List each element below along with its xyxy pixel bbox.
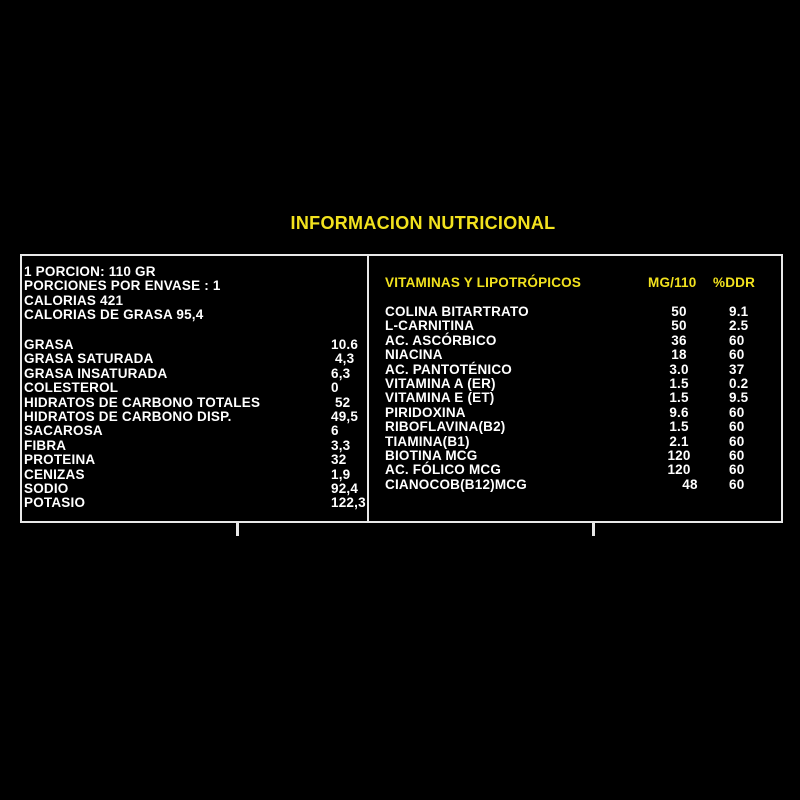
serving-line: 1 PORCION: 110 GR (24, 264, 156, 279)
nutrient-value: 122,3 (331, 495, 366, 511)
serving-line: PORCIONES POR ENVASE : 1 (24, 278, 221, 294)
vitamin-mg: 50 (671, 304, 687, 319)
nutrient-name: HIDRATOS DE CARBONO TOTALES (24, 394, 261, 410)
vitamin-name: VITAMINA E (ET) (385, 390, 495, 406)
vitamin-ddr: 0.2 (729, 376, 749, 391)
vitamin-mg: 2.1 (669, 433, 689, 449)
vitamin-name: CIANOCOB(B12)MCG (385, 476, 527, 492)
vitamin-mg: 18 (671, 347, 687, 363)
vitamin-name: NIACINA (385, 347, 443, 363)
vitamin-ddr: 60 (729, 419, 745, 435)
nutrient-value: 52 (331, 394, 351, 410)
vitamin-ddr: 60 (729, 448, 745, 463)
vitamin-mg: 1.5 (669, 376, 689, 391)
vitamin-mg: 50 (671, 318, 687, 334)
nutrient-name: CENIZAS (24, 466, 85, 482)
vitamin-mg: 3.0 (669, 361, 689, 377)
vitamin-ddr: 9.5 (729, 390, 749, 406)
vitamin-mg: 120 (667, 448, 691, 463)
box-top-border (20, 254, 783, 256)
vitamin-name: AC. FÓLICO MCG (385, 462, 502, 478)
nutrient-name: SACAROSA (24, 423, 103, 439)
nutrient-name: COLESTEROL (24, 380, 119, 396)
serving-line: CALORIAS 421 (24, 292, 124, 308)
vitamin-name: TIAMINA(B1) (385, 433, 470, 449)
box-divider (367, 254, 369, 523)
nutrient-name: GRASA (24, 337, 74, 352)
page-title: INFORMACION NUTRICIONAL (290, 213, 556, 233)
vitamin-name: PIRIDOXINA (385, 404, 466, 420)
serving-line: CALORIAS DE GRASA 95,4 (24, 307, 204, 323)
vitamin-header-name: VITAMINAS Y LIPOTRÓPICOS (385, 275, 582, 290)
nutrient-value: 6 (331, 423, 339, 439)
vitamin-ddr: 60 (729, 433, 745, 449)
nutrient-value: 10.6 (331, 337, 359, 352)
vitamin-header-mg: MG/110 (648, 275, 697, 290)
vitamin-mg: 48 (682, 476, 698, 492)
vitamin-mg: 1.5 (669, 390, 689, 406)
vitamin-header-ddr: %DDR (713, 275, 756, 290)
vitamin-name: COLINA BITARTRATO (385, 304, 529, 319)
nutrient-name: SODIO (24, 481, 69, 496)
nutrient-name: POTASIO (24, 495, 86, 511)
nutrient-name: HIDRATOS DE CARBONO DISP. (24, 409, 232, 424)
left-tick (236, 521, 239, 536)
vitamin-name: VITAMINA A (ER) (385, 376, 496, 391)
vitamin-ddr: 9.1 (729, 304, 749, 319)
nutrient-name: GRASA INSATURADA (24, 365, 168, 381)
vitamin-ddr: 60 (729, 476, 745, 492)
box-right-border (781, 254, 783, 523)
vitamin-mg: 1.5 (669, 419, 689, 435)
vitamin-name: BIOTINA MCG (385, 448, 478, 463)
vitamin-name: RIBOFLAVINA(B2) (385, 419, 506, 435)
nutrient-name: GRASA SATURADA (24, 351, 154, 367)
right-tick (592, 521, 595, 536)
vitamin-ddr: 60 (729, 462, 745, 478)
nutrient-value: 49,5 (331, 409, 359, 424)
nutrient-name: FIBRA (24, 437, 67, 453)
nutrient-value: 6,3 (331, 365, 351, 381)
nutrient-value: 1,9 (331, 466, 351, 482)
vitamin-mg: 120 (667, 462, 691, 478)
vitamin-mg: 9.6 (669, 404, 689, 420)
vitamin-mg: 36 (671, 332, 687, 348)
box-bottom-border (20, 521, 783, 523)
vitamin-ddr: 60 (729, 332, 745, 348)
vitamin-ddr: 60 (729, 347, 745, 363)
nutrient-value: 92,4 (331, 481, 359, 496)
vitamin-name: AC. PANTOTÉNICO (385, 361, 513, 377)
nutrient-name: PROTEINA (24, 452, 96, 468)
vitamin-name: L-CARNITINA (385, 318, 475, 334)
vitamin-ddr: 2.5 (729, 318, 749, 334)
box-left-border (20, 254, 22, 523)
nutrient-value: 32 (331, 452, 347, 468)
vitamin-ddr: 37 (729, 361, 745, 377)
nutrient-value: 3,3 (331, 437, 351, 453)
nutrient-value: 0 (331, 380, 339, 396)
nutrient-value: 4,3 (331, 351, 355, 367)
vitamin-ddr: 60 (729, 404, 745, 420)
vitamin-name: AC. ASCÓRBICO (385, 332, 497, 348)
